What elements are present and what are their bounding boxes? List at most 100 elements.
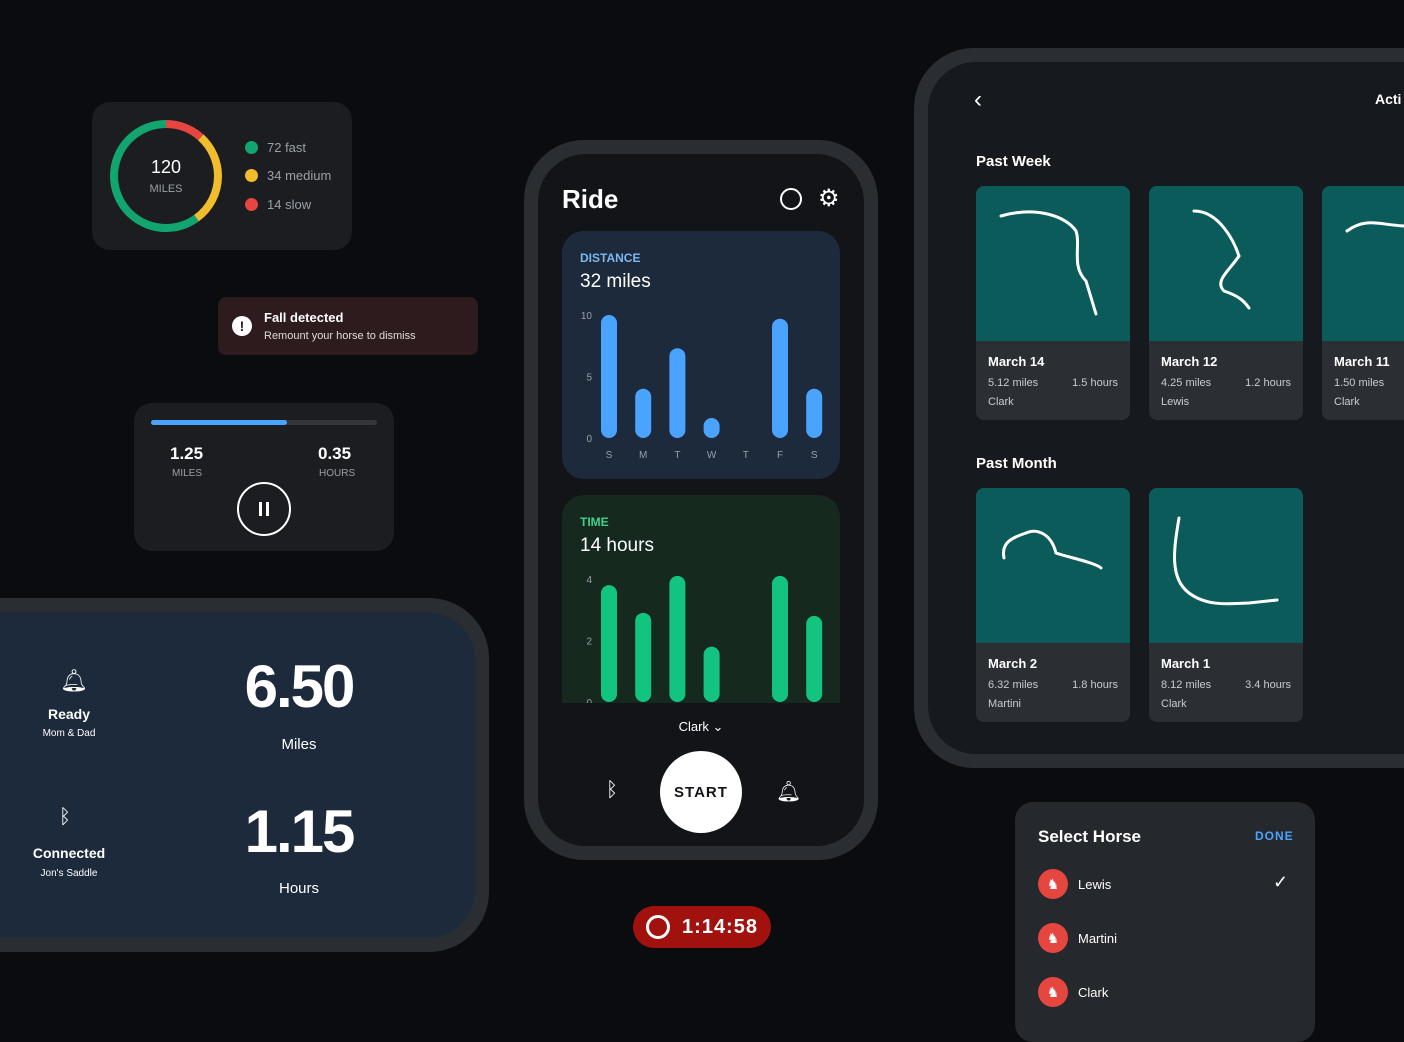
horse-name: Clark xyxy=(1078,984,1109,1000)
horse-option-lewis[interactable]: ♞ Lewis xyxy=(1038,869,1111,899)
screen-header: Acti xyxy=(1375,91,1402,107)
ride-miles: 4.25 miles xyxy=(1161,377,1212,389)
horse-name: Lewis xyxy=(1078,876,1112,892)
legend-medium: 34 medium xyxy=(245,168,331,183)
ride-card[interactable]: March 2 6.32 miles 1.8 hours Martini xyxy=(976,488,1130,722)
bar xyxy=(806,388,823,438)
selected-horse: Clark xyxy=(678,719,709,734)
back-chevron-icon[interactable]: ‹ xyxy=(974,86,982,113)
start-button[interactable]: START xyxy=(660,751,742,833)
donut-segment xyxy=(110,120,222,232)
ready-sub: Mom & Dad xyxy=(42,728,96,739)
x-tick-label: S xyxy=(811,450,818,461)
x-tick-label: T xyxy=(674,450,680,461)
ride-hours: 3.4 hours xyxy=(1245,679,1291,691)
route-map xyxy=(1149,186,1303,341)
miles-donut-chart xyxy=(110,120,222,232)
ride-miles: 1.50 miles xyxy=(1334,377,1385,389)
chevron-down-icon: ⌄ xyxy=(712,719,724,734)
ride-hours: 1.5 hours xyxy=(1072,377,1118,389)
distance-title: DISTANCE xyxy=(580,251,641,265)
ride-date: March 12 xyxy=(1161,354,1218,369)
ride-card[interactable]: March 1 8.12 miles 3.4 hours Clark xyxy=(1149,488,1303,722)
alert-icon: ! xyxy=(232,316,252,336)
ride-timer: 1:14:58 xyxy=(633,906,771,948)
gear-icon[interactable]: ⚙ xyxy=(818,185,840,212)
bar xyxy=(669,575,686,702)
ride-card[interactable]: March 11 1.50 miles Clark xyxy=(1322,186,1404,420)
stats-display-frame: 🔔︎ Ready Mom & Dad ᛒ Connected Jon's Sad… xyxy=(0,598,489,952)
tablet-frame: ‹ Acti Past Week Past Month March 14 5.1… xyxy=(914,48,1404,768)
fall-detected-alert[interactable]: ! Fall detected Remount your horse to di… xyxy=(218,297,478,355)
x-tick-label: S xyxy=(606,450,613,461)
legend-slow: 14 slow xyxy=(245,197,311,212)
horse-selector[interactable]: Clark ⌄ xyxy=(538,719,864,735)
connected-sub: Jon's Saddle xyxy=(40,868,98,879)
ride-horse: Clark xyxy=(1161,698,1187,710)
done-button[interactable]: DONE xyxy=(1255,829,1294,843)
page-title: Ride xyxy=(562,184,619,214)
timer-icon[interactable] xyxy=(780,188,802,210)
bell-icon[interactable]: 🔔︎ xyxy=(776,781,802,803)
route-line xyxy=(1345,221,1404,233)
ride-miles: 8.12 miles xyxy=(1161,679,1212,691)
donut-unit: MILES xyxy=(149,183,183,195)
donut-segment xyxy=(110,120,222,232)
ride-card[interactable]: March 12 4.25 miles 1.2 hours Lewis xyxy=(1149,186,1303,420)
past-month-heading: Past Month xyxy=(976,455,1057,472)
bar xyxy=(635,388,652,438)
ride-date: March 2 xyxy=(988,656,1038,671)
horse-name: Martini xyxy=(1078,930,1118,946)
y-tick-label: 5 xyxy=(586,373,592,384)
bluetooth-icon: ᛒ xyxy=(59,806,71,828)
route-map xyxy=(1149,488,1303,643)
ready-status: Ready xyxy=(47,706,91,722)
bar xyxy=(635,612,652,702)
ride-controls: Clark ⌄ ᛒ START 🔔︎ xyxy=(538,703,864,846)
bar xyxy=(669,348,686,438)
progress-miles-label: MILES xyxy=(172,468,203,479)
pause-button[interactable] xyxy=(237,482,291,536)
ride-horse: Lewis xyxy=(1161,396,1190,408)
ride-miles: 5.12 miles xyxy=(988,377,1039,389)
x-tick-label: F xyxy=(777,450,783,461)
progress-hours-label: HOURS xyxy=(319,468,356,479)
y-tick-label: 10 xyxy=(581,311,593,322)
ride-date: March 1 xyxy=(1161,656,1211,671)
miles-donut-card: 120 MILES 72 fast 34 medium 14 slow xyxy=(92,102,352,250)
horse-option-clark[interactable]: ♞ Clark xyxy=(1038,977,1108,1007)
stats-display: 🔔︎ Ready Mom & Dad ᛒ Connected Jon's Sad… xyxy=(0,612,475,938)
horse-avatar-icon: ♞ xyxy=(1038,869,1068,899)
route-map xyxy=(976,488,1130,643)
alert-title: Fall detected xyxy=(264,310,344,325)
ride-date: March 14 xyxy=(988,354,1045,369)
ride-hours: 1.2 hours xyxy=(1245,377,1291,389)
bluetooth-icon[interactable]: ᛒ xyxy=(606,779,618,801)
miles-value: 6.50 xyxy=(244,653,356,720)
route-map xyxy=(976,186,1130,341)
ride-progress-card: 1.25 MILES 0.35 HOURS xyxy=(134,403,394,551)
route-line xyxy=(1192,209,1251,310)
distance-bar-chart: 10 5 0 S M T W T F S xyxy=(581,311,823,461)
route-line xyxy=(1173,516,1279,606)
route-line xyxy=(999,210,1098,316)
y-tick-label: 0 xyxy=(586,434,592,445)
sheet-title: Select Horse xyxy=(1038,827,1141,846)
route-line xyxy=(1001,529,1103,570)
ride-card[interactable]: March 14 5.12 miles 1.5 hours Clark xyxy=(976,186,1130,420)
horse-option-martini[interactable]: ♞ Martini xyxy=(1038,923,1117,953)
bar xyxy=(772,575,788,702)
y-tick-label: 4 xyxy=(586,575,592,586)
route-map xyxy=(1322,186,1404,341)
distance-chart-card: DISTANCE 32 miles 10 5 0 S M T W T F S xyxy=(562,231,840,479)
progress-miles: 1.25 xyxy=(170,444,204,463)
ride-miles: 6.32 miles xyxy=(988,679,1039,691)
progress-fill xyxy=(151,420,287,425)
ride-horse: Clark xyxy=(988,396,1014,408)
legend-fast: 72 fast xyxy=(245,140,306,155)
bar xyxy=(703,418,720,438)
hours-value: 1.15 xyxy=(244,798,356,865)
horse-avatar-icon: ♞ xyxy=(1038,977,1068,1007)
miles-label: Miles xyxy=(281,736,317,753)
progress-hours: 0.35 xyxy=(318,444,352,463)
